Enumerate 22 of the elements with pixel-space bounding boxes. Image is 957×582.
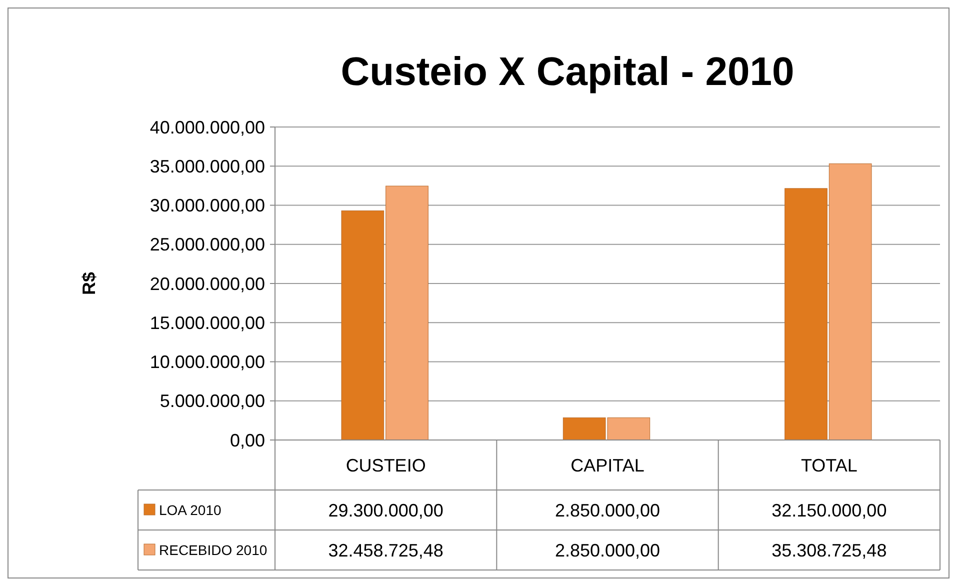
data-label: 29.300.000,00 (328, 500, 444, 520)
data-label: 2.850.000,00 (554, 540, 660, 560)
x-tick-label: CUSTEIO (346, 455, 426, 476)
y-tick-label: 10.000.000,00 (150, 352, 265, 372)
chart-title: Custeio X Capital - 2010 (340, 50, 794, 94)
y-tick-label: 30.000.000,00 (150, 196, 265, 216)
legend-label: RECEBIDO 2010 (159, 542, 268, 558)
y-tick-label: 35.000.000,00 (150, 156, 265, 176)
x-tick-label: TOTAL (800, 455, 858, 476)
data-label: 2.850.000,00 (554, 500, 660, 520)
y-tick-label: 25.000.000,00 (150, 234, 265, 255)
y-tick-label: 5.000.000,00 (160, 391, 265, 412)
data-label: 32.458.725,48 (328, 540, 444, 560)
data-label: 35.308.725,48 (772, 540, 887, 560)
y-tick-label: 0,00 (230, 430, 265, 450)
y-tick-label: 15.000.000,00 (150, 312, 265, 333)
legend-label: LOA 2010 (159, 502, 222, 518)
y-axis-title: R$ (79, 272, 99, 296)
y-tick-label: 40.000.000,00 (150, 117, 265, 138)
x-tick-label: CAPITAL (570, 455, 644, 476)
y-tick-label: 20.000.000,00 (150, 274, 265, 294)
data-label: 32.150.000,00 (772, 500, 887, 520)
